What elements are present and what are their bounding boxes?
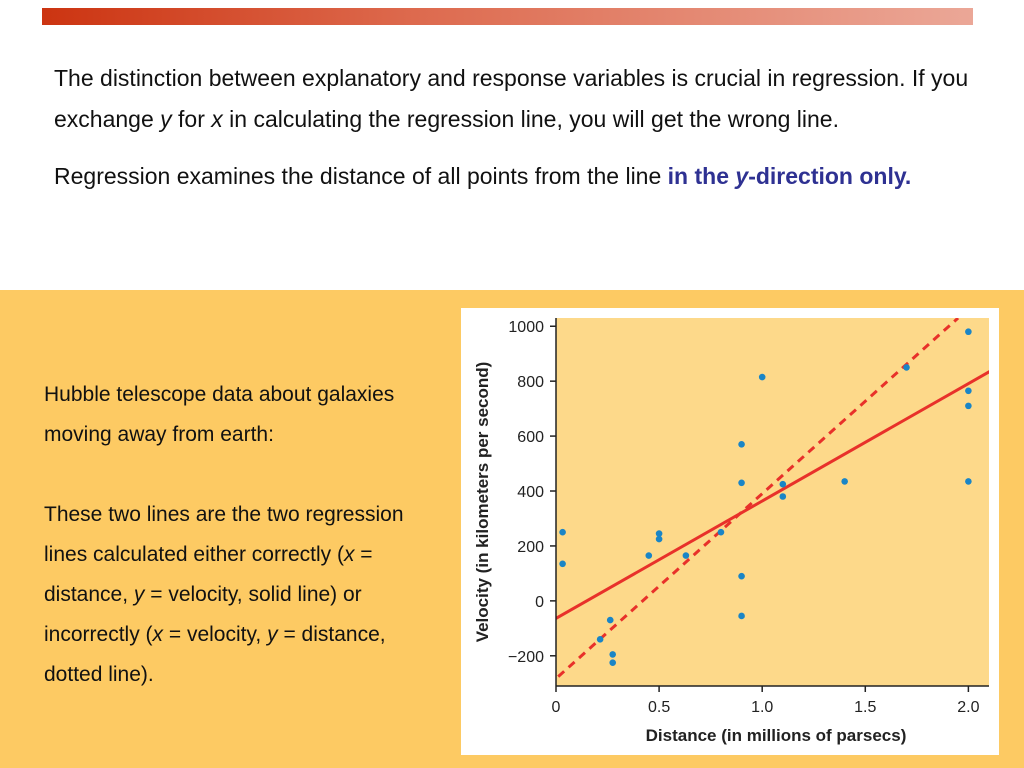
data-point	[779, 493, 787, 500]
data-point	[645, 552, 653, 559]
x-tick-label: 2.0	[957, 699, 979, 716]
solid-regression-line	[556, 370, 989, 621]
intro-paragraph-1: The distinction between explanatory and …	[54, 65, 969, 132]
data-point	[738, 441, 745, 448]
data-point	[738, 572, 745, 580]
title-accent-bar	[42, 8, 973, 25]
description-paragraph-2: These two lines are the two regression l…	[44, 503, 404, 686]
data-point	[965, 328, 972, 336]
data-point	[903, 364, 910, 371]
data-point	[779, 480, 787, 488]
description-paragraph-1: Hubble telescope data about galaxies mov…	[44, 383, 395, 446]
data-point	[841, 478, 848, 485]
y-tick-label: 400	[517, 484, 544, 501]
data-point	[717, 528, 725, 536]
intro-paragraph-2: Regression examines the distance of all …	[54, 163, 912, 189]
x-tick-label: 0	[552, 699, 561, 716]
x-axis-label: Distance (in millions of parsecs)	[646, 726, 907, 745]
data-point	[609, 659, 617, 666]
y-tick-label: 1000	[508, 319, 544, 336]
data-point	[559, 528, 566, 536]
data-point	[965, 387, 972, 395]
x-tick-label: 1.0	[751, 699, 773, 716]
data-point	[655, 535, 663, 543]
data-point	[758, 373, 766, 381]
data-point	[609, 651, 617, 658]
intro-text: The distinction between explanatory and …	[54, 58, 984, 197]
data-point	[965, 478, 972, 485]
y-tick-label: −200	[508, 649, 544, 666]
chart-description: Hubble telescope data about galaxies mov…	[44, 375, 444, 695]
x-tick-label: 1.5	[854, 699, 876, 716]
data-point	[738, 612, 745, 620]
data-point	[596, 636, 604, 643]
dashed-regression-line	[556, 318, 960, 681]
x-tick-label: 0.5	[648, 699, 670, 716]
data-point	[738, 479, 745, 487]
y-axis-label: Velocity (in kilometers per second)	[473, 362, 492, 643]
data-point	[682, 552, 690, 559]
chart-container: −200 0 200 400 600 800 1000 0 0.5 1.0 1.5 2.0 Dista…	[461, 308, 999, 755]
y-tick-label: 800	[517, 374, 544, 391]
y-tick-label: 0	[535, 594, 544, 611]
data-point	[559, 560, 566, 568]
data-point	[655, 530, 663, 537]
data-point	[965, 402, 972, 410]
plot-area	[556, 318, 989, 686]
y-tick-label: 200	[517, 539, 544, 556]
highlight-text: in the y-direction only.	[667, 163, 912, 189]
y-tick-label: 600	[517, 429, 544, 446]
data-point	[606, 616, 614, 624]
scatter-chart: −200 0 200 400 600 800 1000 0 0.5 1.0 1.5 2.0 Dista…	[473, 318, 989, 745]
